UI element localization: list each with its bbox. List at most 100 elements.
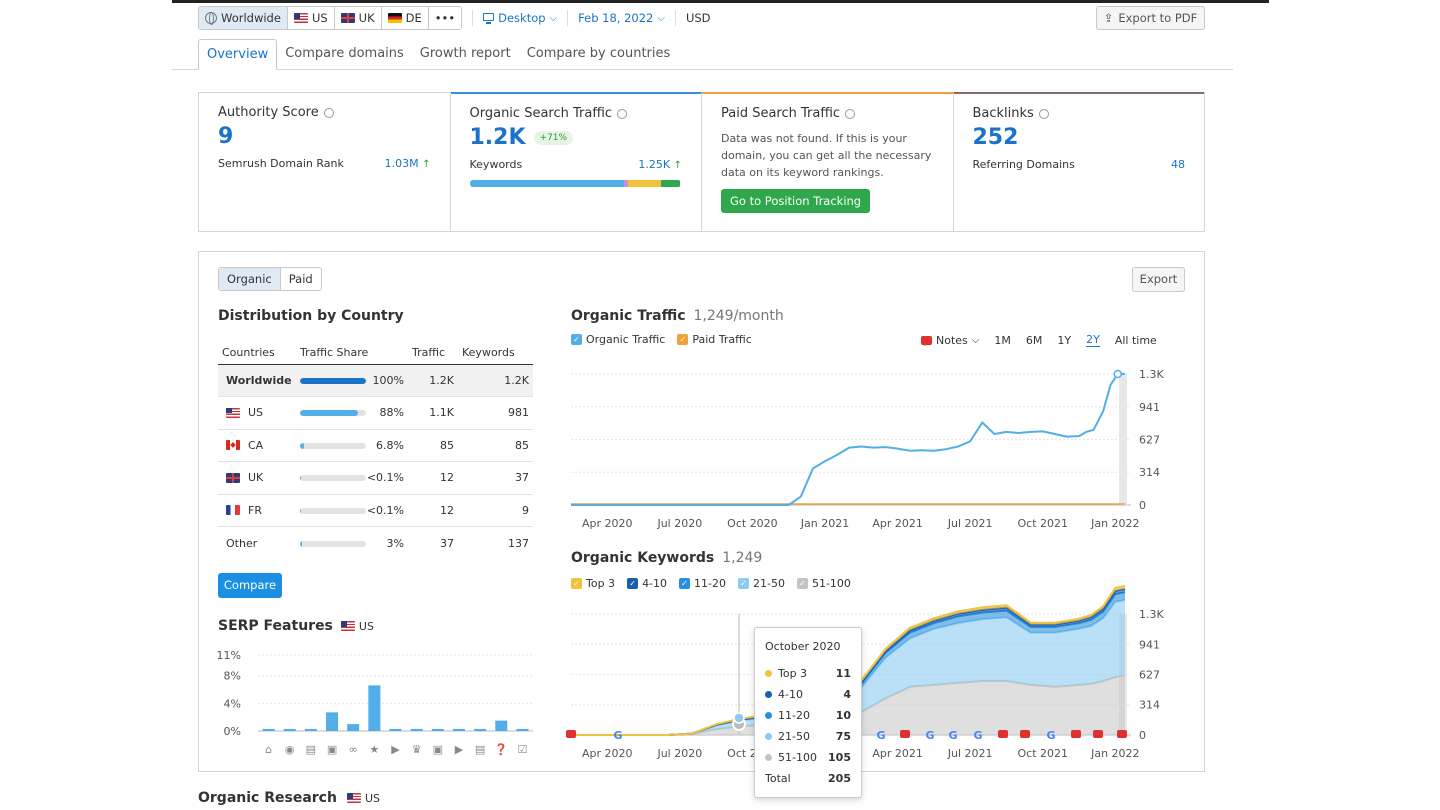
card-row: Referring Domains 48	[973, 158, 1186, 171]
column-header: Countries	[218, 342, 296, 365]
ca-flag-icon	[226, 440, 240, 451]
authority-score-value[interactable]: 9	[218, 124, 234, 149]
organic-traffic-value[interactable]: 1.2K	[469, 125, 526, 150]
tooltip-rows: Top 3 11 4-10 4 11-20 10 21-50 75 51-100 105	[765, 663, 851, 768]
info-icon[interactable]	[323, 107, 334, 118]
organic-toggle[interactable]: Organic	[219, 268, 281, 290]
device-selector[interactable]: Desktop ⌵	[483, 11, 557, 25]
organic-traffic-value-row: 1.2K +71%	[470, 125, 683, 150]
overview-panel: Organic Paid Export Distribution by Coun…	[198, 251, 1205, 772]
currency-label: USD	[685, 11, 711, 25]
paid-toggle[interactable]: Paid	[288, 272, 313, 286]
keywords-value[interactable]: 1.25K	[638, 158, 671, 171]
export-button[interactable]: Export	[1132, 267, 1185, 292]
keywords-value[interactable]: 9	[458, 494, 533, 527]
legend-organic-traffic[interactable]: ✓ Organic Traffic	[571, 333, 665, 346]
backlinks-value[interactable]: 252	[972, 125, 1019, 150]
card-row: Keywords 1.25K ↑	[470, 158, 683, 171]
tooltip-row: 11-20 10	[765, 705, 851, 726]
db-label: Worldwide	[221, 11, 281, 25]
db-worldwide-button[interactable]: Worldwide	[199, 7, 288, 29]
series-dot	[765, 754, 772, 761]
info-icon[interactable]	[845, 108, 856, 119]
export-pdf-button[interactable]: ⇪ Export to PDF	[1096, 6, 1205, 30]
country-cell: UK	[218, 461, 296, 495]
legend-11-20[interactable]: ✓ 11-20	[679, 577, 726, 590]
table-row[interactable]: Worldwide 100% 1.2K 1.2K	[218, 364, 533, 397]
info-icon[interactable]	[617, 108, 628, 119]
table-body: Worldwide 100% 1.2K 1.2K US 88% 1.1K 981 CA 6.8% 8…	[218, 364, 533, 559]
card-row: Semrush Domain Rank 1.03M ↑	[218, 157, 431, 170]
traffic-value[interactable]: 12	[408, 494, 458, 527]
range-1y[interactable]: 1Y	[1057, 333, 1072, 347]
report-tabs: Overview Compare domains Growth report C…	[198, 39, 678, 70]
organic-research-title: Organic Research US	[198, 790, 380, 806]
share-bar-fill	[300, 377, 366, 384]
table-row[interactable]: FR <0.1% 12 9	[218, 494, 533, 527]
no-data-message: Data was not found. If this is your doma…	[721, 132, 932, 179]
info-icon[interactable]	[1038, 108, 1049, 119]
country-name: UK	[248, 471, 264, 485]
db-uk-button[interactable]: UK	[334, 7, 382, 29]
range-all-time[interactable]: All time	[1114, 333, 1157, 347]
keywords-value[interactable]: 981	[458, 396, 533, 430]
tooltip-label: 51-100	[778, 751, 817, 764]
authority-score-card: Authority Score 9 Semrush Domain Rank 1.0…	[199, 93, 451, 231]
keywords-value[interactable]: 37	[458, 461, 533, 495]
tooltip-label: 11-20	[778, 709, 810, 722]
legend-51-100[interactable]: ✓ 51-100	[796, 577, 851, 590]
legend-top-3[interactable]: ✓ Top 3	[571, 577, 615, 590]
chevron-down-icon: ⌵	[971, 334, 980, 346]
more-databases-button[interactable]: •••	[428, 7, 462, 29]
position-tracking-button[interactable]: Go to Position Tracking	[721, 189, 871, 213]
tab-overview[interactable]: Overview	[198, 39, 278, 70]
arrow-up-icon: ↑	[422, 159, 431, 170]
tooltip-label: 4-10	[778, 688, 803, 701]
serp-db: US	[340, 620, 374, 633]
table-row[interactable]: UK <0.1% 12 37	[218, 461, 533, 495]
organic-research-db: US	[346, 792, 380, 805]
keywords-value: 1.2K	[458, 364, 533, 397]
row-label: Semrush Domain Rank	[218, 157, 344, 170]
tooltip-total-row: Total 205	[765, 768, 851, 789]
referring-domains-value[interactable]: 48	[1171, 158, 1185, 171]
card-title-text: Paid Search Traffic	[721, 106, 841, 121]
range-2y[interactable]: 2Y	[1086, 333, 1100, 347]
tab-compare-domains[interactable]: Compare domains	[285, 46, 404, 61]
range-1m[interactable]: 1M	[994, 333, 1011, 347]
column-header: Traffic	[408, 342, 458, 365]
db-de-button[interactable]: DE	[381, 7, 429, 29]
card-title: Paid Search Traffic	[721, 106, 934, 121]
compare-button[interactable]: Compare	[218, 573, 282, 598]
toolbar: Worldwide US UK DE ••• Desktop ⌵ Feb 18, …	[198, 6, 711, 30]
tab-growth-report[interactable]: Growth report	[419, 46, 511, 61]
range-6m[interactable]: 6M	[1025, 333, 1043, 347]
chevron-down-icon: ⌵	[549, 12, 558, 24]
domain-rank-value[interactable]: 1.03M	[384, 157, 419, 170]
date-selector[interactable]: Feb 18, 2022 ⌵	[578, 11, 665, 25]
date-label: Feb 18, 2022	[578, 11, 654, 25]
traffic-value[interactable]: 85	[408, 429, 458, 462]
tab-compare-by-countries[interactable]: Compare by countries	[526, 46, 671, 61]
db-us-button[interactable]: US	[287, 7, 335, 29]
tooltip-value: 75	[835, 730, 851, 743]
table-row[interactable]: US 88% 1.1K 981	[218, 396, 533, 430]
serp-title-text: SERP Features	[218, 618, 333, 634]
traffic-value[interactable]: 1.1K	[408, 396, 458, 430]
share-bar	[300, 475, 366, 482]
keywords-tooltip: October 2020 Top 3 11 4-10 4 11-20 10 21-50 75 5…	[754, 627, 862, 798]
keywords-value[interactable]: 85	[458, 429, 533, 462]
card-title-text: Authority Score	[218, 105, 319, 120]
tooltip-value: 11	[835, 667, 851, 680]
legend-4-10[interactable]: ✓ 4-10	[627, 577, 667, 590]
table-row[interactable]: CA 6.8% 85 85	[218, 429, 533, 462]
backlinks-card: Backlinks 252 Referring Domains 48	[953, 92, 1204, 231]
legend-paid-traffic[interactable]: ✓ Paid Traffic	[677, 333, 752, 346]
country-cell: Other	[218, 526, 296, 559]
table-row[interactable]: Other 3% 37 137	[218, 526, 533, 559]
traffic-value[interactable]: 12	[408, 461, 458, 495]
notes-dropdown[interactable]: Notes ⌵	[921, 334, 979, 347]
distribution-title: Distribution by Country	[218, 308, 404, 324]
tooltip-label: Top 3	[778, 667, 808, 680]
legend-21-50[interactable]: ✓ 21-50	[738, 577, 785, 590]
